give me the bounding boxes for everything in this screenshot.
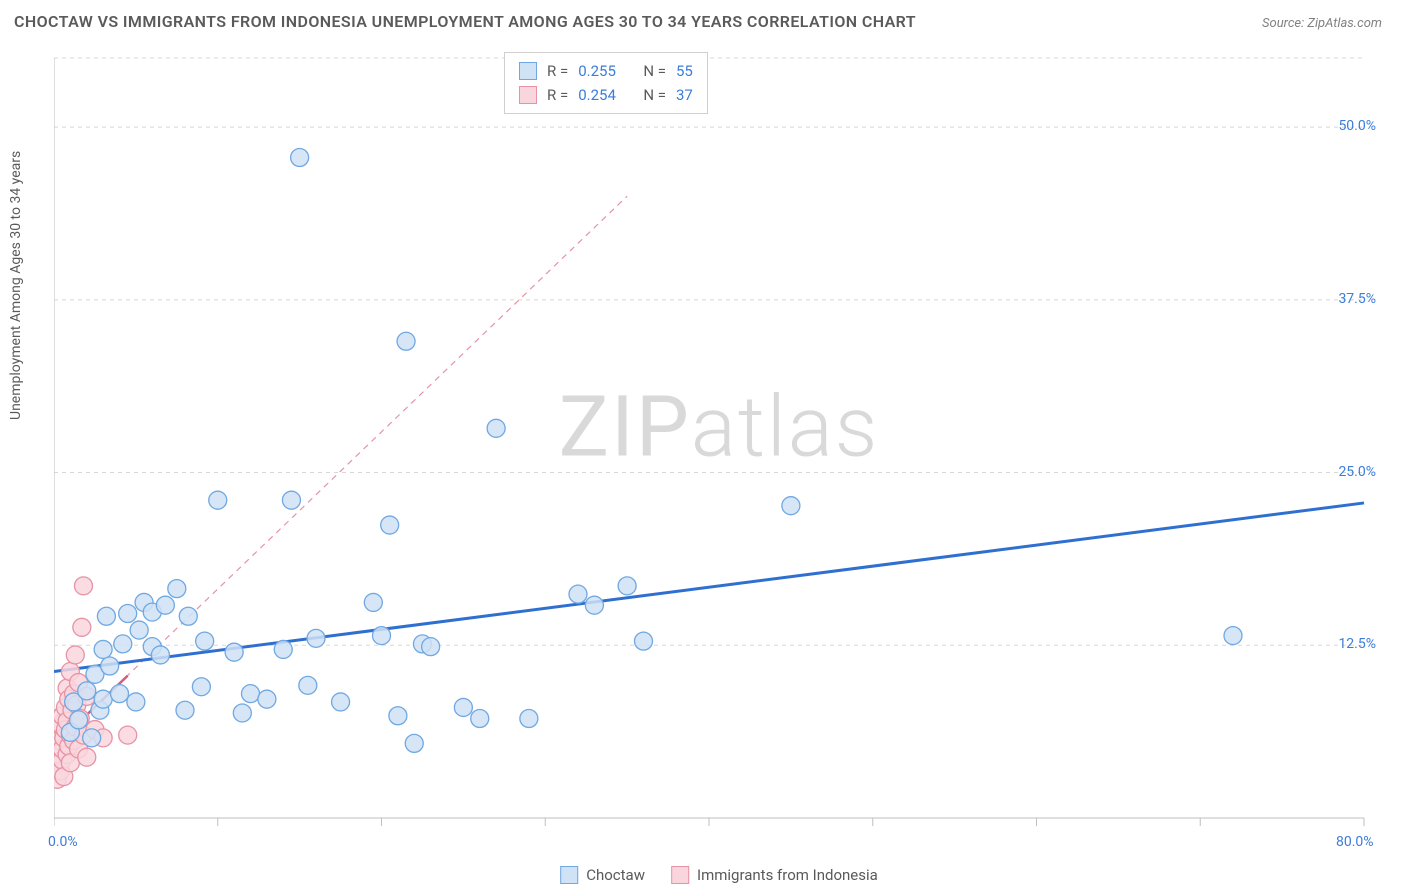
swatch-indonesia [671,866,689,884]
n-label: N = [643,83,666,107]
swatch-choctaw [519,62,537,80]
legend-series: Choctaw Immigrants from Indonesia [560,866,878,884]
y-axis-label: Unemployment Among Ages 30 to 34 years [8,151,24,420]
chart-title: CHOCTAW VS IMMIGRANTS FROM INDONESIA UNE… [14,12,916,31]
swatch-choctaw [560,866,578,884]
y-tick-label: 37.5% [1338,291,1376,307]
legend-item-indonesia: Immigrants from Indonesia [671,866,878,884]
n-value: 37 [676,83,693,107]
r-label: R = [547,83,568,107]
n-value: 55 [676,59,693,83]
legend-label: Choctaw [586,866,645,884]
r-value: 0.255 [578,59,616,83]
x-tick-label: 80.0% [1336,834,1374,850]
source-attribution: Source: ZipAtlas.com [1262,16,1382,31]
y-tick-label: 12.5% [1338,636,1376,652]
legend-label: Immigrants from Indonesia [697,866,878,884]
legend-row-choctaw: R = 0.255 N = 55 [519,59,693,83]
y-tick-label: 25.0% [1338,464,1376,480]
x-tick-label: 0.0% [48,834,78,850]
r-value: 0.254 [578,83,616,107]
legend-correlation: R = 0.255 N = 55 R = 0.254 N = 37 [504,52,708,114]
y-tick-label: 50.0% [1338,118,1376,134]
legend-item-choctaw: Choctaw [560,866,645,884]
swatch-indonesia [519,86,537,104]
r-label: R = [547,59,568,83]
scatter-plot [54,48,1384,838]
legend-row-indonesia: R = 0.254 N = 37 [519,83,693,107]
n-label: N = [643,59,666,83]
chart-area: ZIPatlas R = 0.255 N = 55 R = 0.254 N = … [54,48,1384,838]
